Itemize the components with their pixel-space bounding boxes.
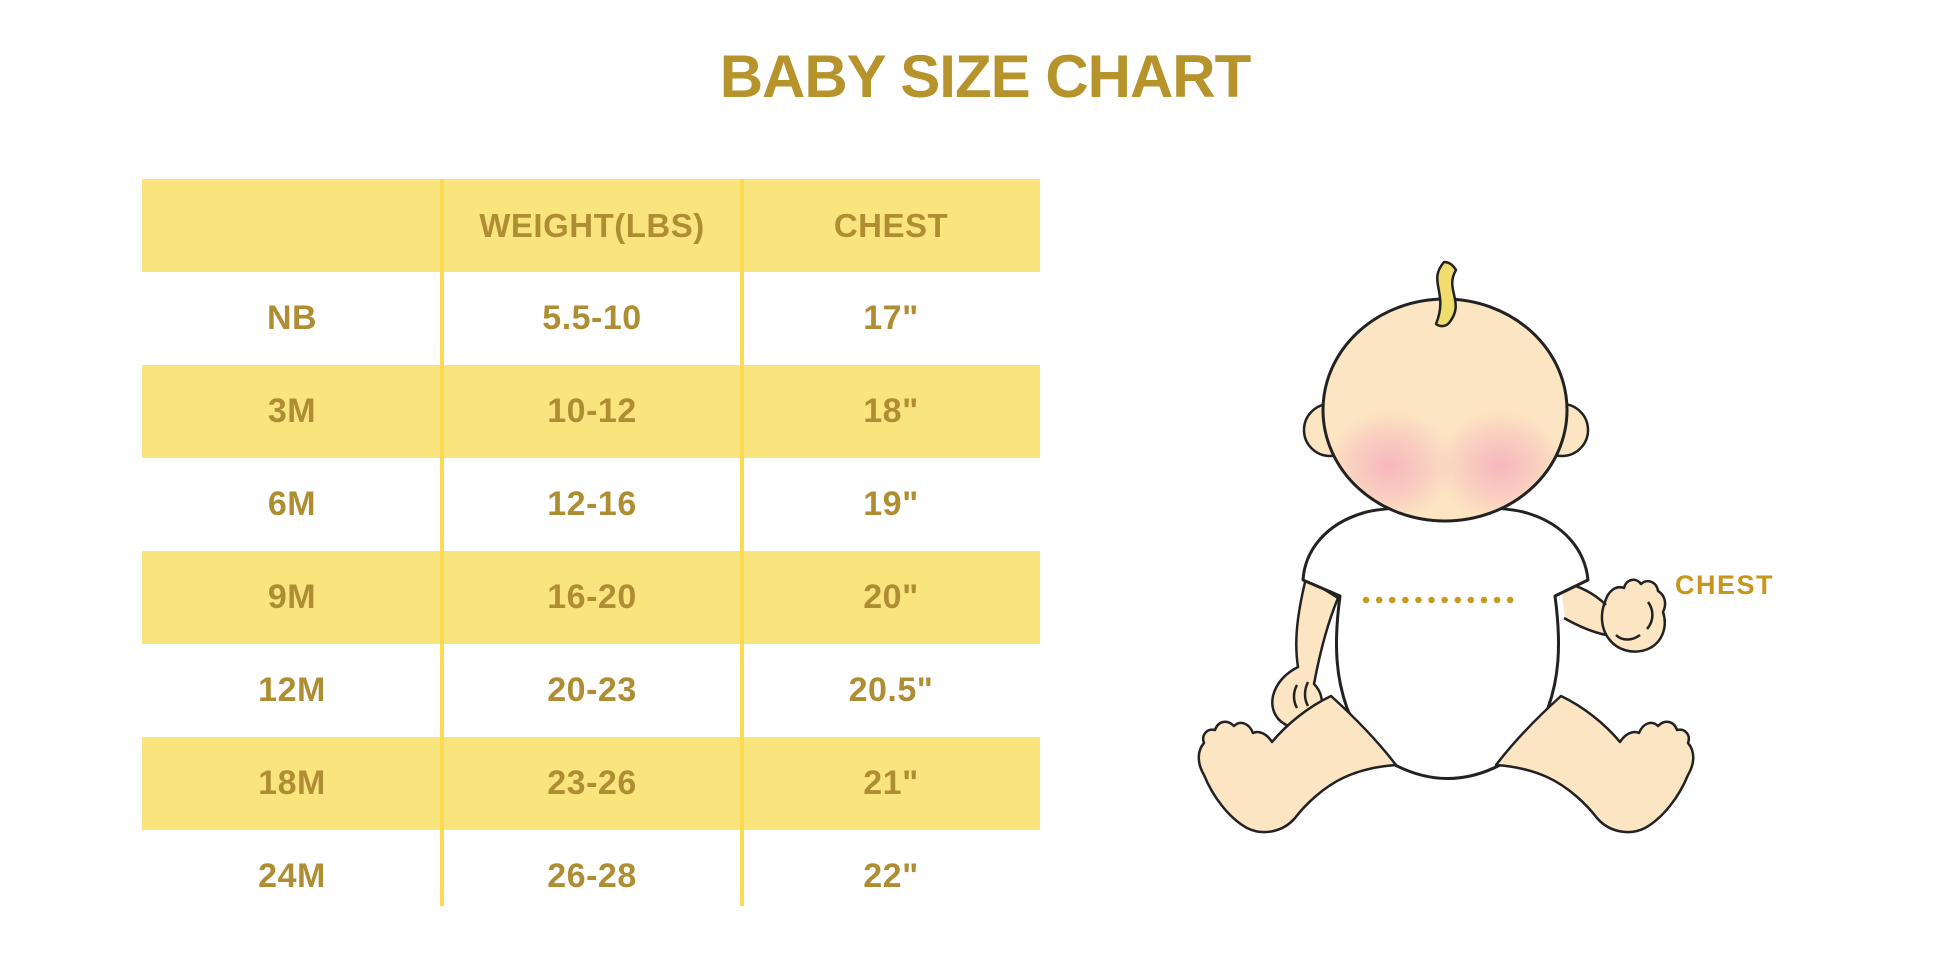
cell-size: 12M: [258, 671, 326, 709]
header-chest: CHEST: [833, 206, 949, 244]
cell-size: 6M: [267, 485, 317, 523]
cell-chest: 21": [863, 764, 919, 802]
baby-head: [1302, 260, 1590, 523]
table-header-row: WEIGHT(LBS) CHEST: [142, 179, 1040, 272]
table-row: 6M 12-16 19": [142, 458, 1040, 551]
cell-weight: 5.5-10: [542, 299, 642, 337]
table-row: 12M 20-23 20.5": [142, 644, 1040, 737]
cell-chest: 17": [863, 299, 919, 337]
cell-chest: 20": [863, 578, 919, 616]
cell-weight: 20-23: [547, 671, 637, 709]
size-table: WEIGHT(LBS) CHEST NB 5.5-10 17" 3M 10-12…: [142, 179, 1040, 923]
cell-chest: 19": [863, 485, 919, 523]
cell-weight: 26-28: [547, 857, 637, 895]
cell-chest: 18": [863, 392, 919, 430]
cell-size: 3M: [267, 392, 317, 430]
column-separator-2: [740, 179, 744, 906]
table-row: 24M 26-28 22": [142, 830, 1040, 923]
table-row: 3M 10-12 18": [142, 365, 1040, 458]
cell-chest: 20.5": [848, 671, 934, 709]
cell-weight: 10-12: [547, 392, 637, 430]
table-row: 18M 23-26 21": [142, 737, 1040, 830]
cell-size: 24M: [258, 857, 326, 895]
cell-weight: 23-26: [547, 764, 637, 802]
cell-chest: 22": [863, 857, 919, 895]
cell-weight: 16-20: [547, 578, 637, 616]
page-title: BABY SIZE CHART: [719, 43, 1252, 110]
cell-size: 9M: [267, 578, 317, 616]
baby-sitting-icon: [1197, 260, 1695, 834]
header-weight: WEIGHT(LBS): [479, 206, 705, 244]
chest-measure-label: CHEST: [1675, 570, 1775, 600]
baby-right-arm: [1560, 578, 1667, 653]
cell-size: 18M: [258, 764, 326, 802]
cell-size: NB: [266, 299, 318, 337]
header-size: [142, 179, 442, 272]
table-row: 9M 16-20 20": [142, 551, 1040, 644]
baby-hair-curl: [1434, 260, 1458, 328]
cell-weight: 12-16: [547, 485, 637, 523]
table-row: NB 5.5-10 17": [142, 272, 1040, 365]
column-separator-1: [440, 179, 444, 906]
